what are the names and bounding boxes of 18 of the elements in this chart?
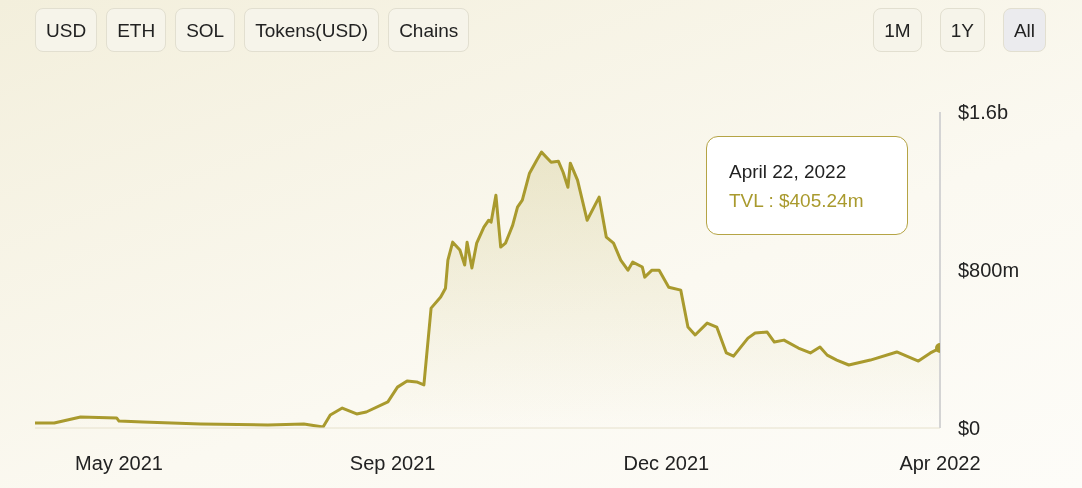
- x-tick-label: Dec 2021: [623, 452, 710, 475]
- text: Tokens(USD): [244, 8, 380, 52]
- text: SOL: [175, 8, 236, 52]
- y-tick-label: $0: [958, 417, 981, 440]
- y-tick-label: $1.6b: [958, 101, 1009, 124]
- text: 1Y: [939, 8, 985, 52]
- text: USD: [35, 8, 98, 52]
- text: ETH: [106, 8, 167, 52]
- x-tick-label: May 2021: [75, 452, 163, 475]
- text: Chains: [388, 8, 470, 52]
- text: 1M: [873, 8, 922, 52]
- annotation: TVL : $405.24m: [729, 189, 865, 213]
- x-tick-label: Sep 2021: [349, 452, 436, 475]
- text: All: [1002, 8, 1046, 52]
- x-tick-label: Apr 2022: [899, 452, 981, 475]
- y-tick-label: $800m: [958, 259, 1020, 282]
- annotation: April 22, 2022: [729, 160, 848, 184]
- tooltip-card: April 22, 2022 TVL : $405.24m: [706, 136, 908, 235]
